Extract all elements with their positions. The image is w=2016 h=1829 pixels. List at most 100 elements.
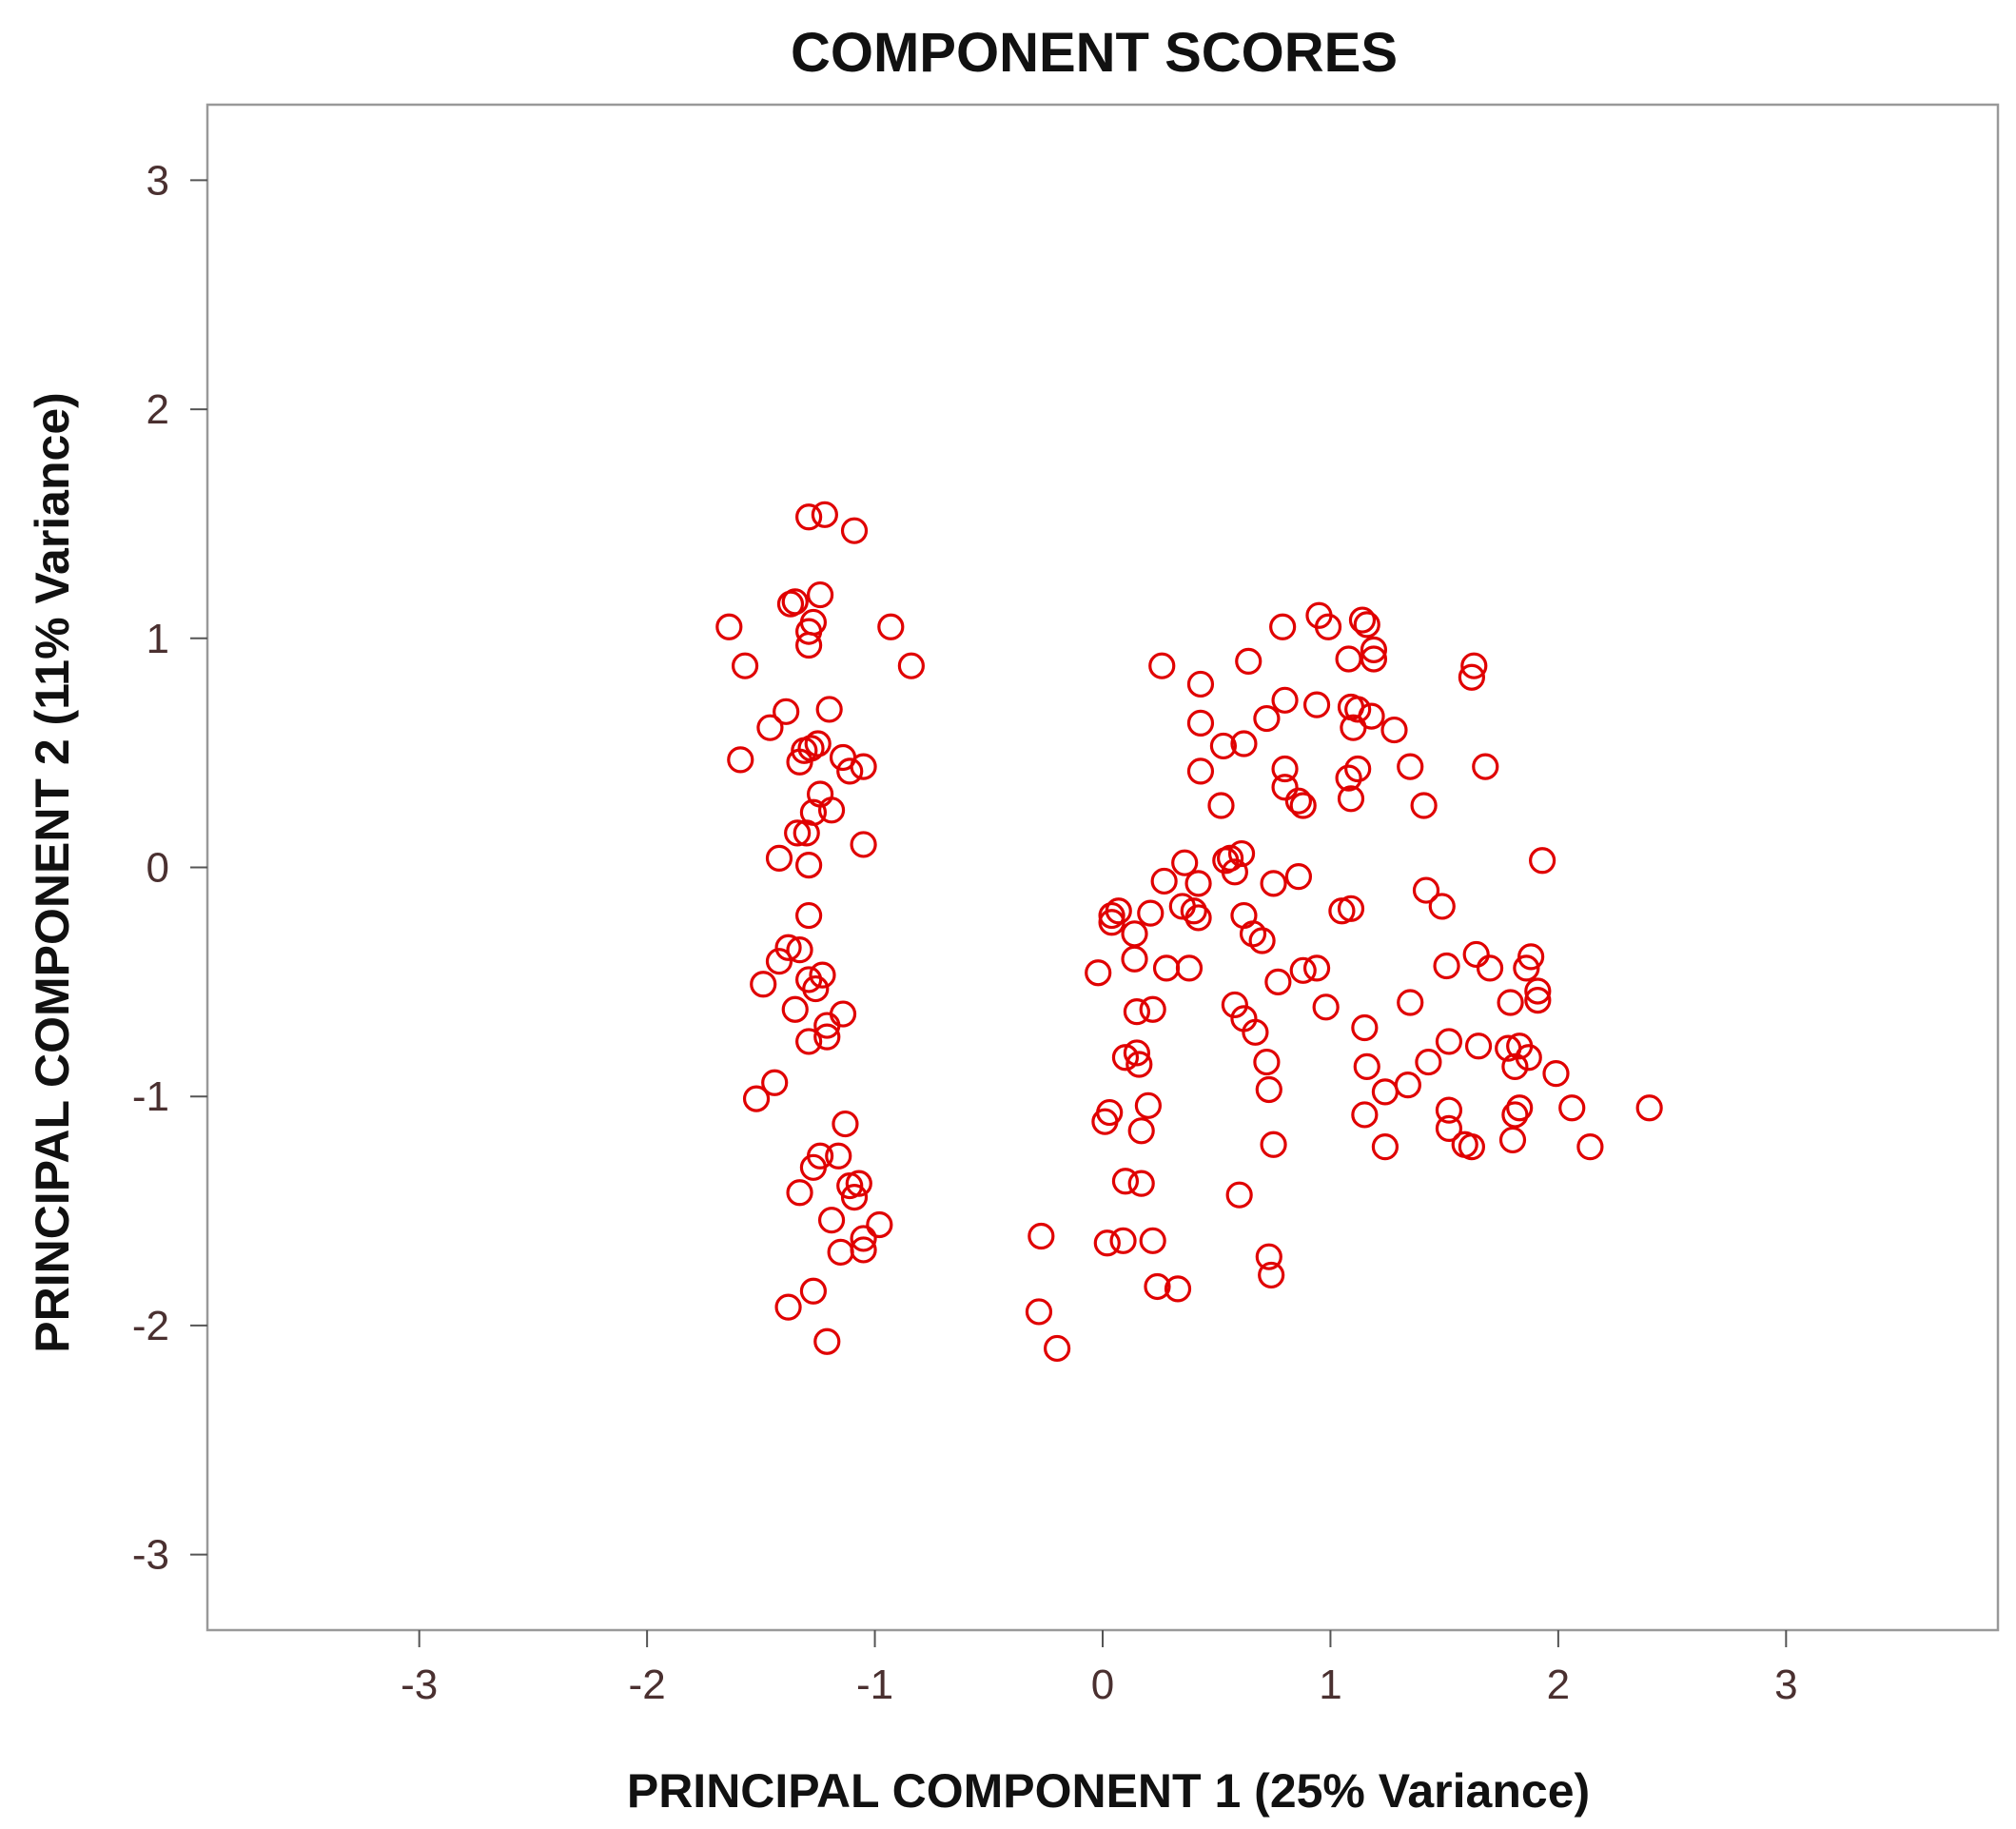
data-point	[827, 1238, 854, 1266]
data-point	[1258, 1261, 1285, 1289]
data-point	[1144, 1272, 1171, 1301]
data-point	[813, 1023, 841, 1051]
data-point	[1150, 867, 1178, 895]
data-point	[1139, 1227, 1166, 1254]
data-point	[776, 590, 805, 618]
data-point	[1098, 909, 1125, 936]
data-point	[1314, 613, 1342, 640]
data-point	[742, 1085, 771, 1112]
data-point	[1513, 954, 1540, 982]
data-point	[784, 819, 812, 847]
data-point	[1171, 849, 1199, 876]
data-point	[1312, 993, 1340, 1021]
data-point	[731, 652, 759, 679]
data-point	[1134, 1092, 1162, 1119]
data-point	[1121, 945, 1148, 973]
data-point	[1335, 764, 1362, 792]
data-point	[781, 995, 809, 1023]
data-point	[1351, 1101, 1379, 1129]
data-point	[793, 819, 820, 847]
data-point	[1186, 670, 1215, 698]
y-tick-label: -1	[132, 1073, 169, 1120]
data-point	[1542, 1060, 1570, 1088]
data-point	[1186, 757, 1215, 785]
data-point	[1344, 755, 1372, 783]
data-point	[773, 698, 800, 725]
data-point	[1289, 956, 1317, 984]
data-point	[1164, 1275, 1192, 1303]
data-point	[750, 971, 777, 998]
data-point	[1340, 714, 1367, 741]
data-point	[866, 1210, 893, 1239]
data-point	[1394, 1072, 1421, 1099]
x-tick-label: -2	[629, 1662, 666, 1708]
data-point	[1148, 652, 1176, 679]
data-point	[1255, 1075, 1282, 1104]
data-point	[1464, 1032, 1493, 1060]
data-point	[1524, 977, 1552, 1005]
data-point	[1093, 1229, 1121, 1257]
y-tick-label: 3	[147, 157, 169, 204]
x-axis-label: PRINCIPAL COMPONENT 1 (25% Variance)	[627, 1764, 1590, 1818]
data-point	[1515, 1044, 1542, 1072]
data-point	[1371, 1078, 1399, 1106]
data-point	[811, 501, 838, 528]
data-point	[1209, 732, 1238, 760]
y-tick-label: -3	[132, 1532, 169, 1579]
data-point	[1415, 1048, 1442, 1076]
data-point	[1235, 647, 1262, 675]
data-point	[1472, 753, 1499, 780]
data-point	[1180, 897, 1207, 925]
data-point	[850, 831, 877, 858]
data-point	[795, 901, 823, 930]
data-point	[1501, 1052, 1529, 1081]
data-point	[1216, 844, 1244, 872]
data-point	[786, 936, 813, 964]
data-point	[1524, 987, 1552, 1014]
data-point	[1152, 954, 1181, 982]
data-point	[1139, 995, 1166, 1023]
data-point	[727, 746, 754, 774]
data-point	[1044, 1334, 1071, 1363]
data-point	[1260, 870, 1287, 897]
data-point	[1337, 785, 1365, 813]
data-point	[1230, 730, 1258, 757]
data-point	[1248, 927, 1276, 954]
data-point	[1271, 755, 1299, 783]
data-point	[836, 757, 864, 785]
data-point	[1260, 1131, 1287, 1158]
data-point	[799, 608, 828, 637]
data-point	[1506, 1094, 1534, 1122]
data-point	[1253, 1048, 1281, 1076]
plot-frame	[206, 103, 2000, 1632]
y-axis: -3 -2 -1 0 1 2 3	[132, 157, 207, 1579]
data-point	[774, 934, 802, 961]
y-tick-label: 0	[147, 845, 169, 892]
x-axis: -3 -2 -1 0 1 2 3	[401, 1630, 1798, 1708]
data-point	[1225, 1181, 1253, 1209]
data-point	[1497, 989, 1524, 1016]
x-tick-label: -1	[856, 1662, 893, 1708]
data-point	[1302, 691, 1331, 718]
data-point	[1558, 1094, 1586, 1122]
y-tick-label: 2	[147, 386, 169, 433]
data-point	[850, 1225, 877, 1252]
chart-title: COMPONENT SCORES	[791, 22, 1398, 84]
y-tick-label: 1	[147, 616, 169, 662]
data-point	[1085, 959, 1112, 987]
data-point	[1348, 606, 1377, 634]
data-point	[1186, 709, 1215, 737]
data-point	[897, 652, 925, 679]
data-point	[1271, 774, 1299, 801]
data-point	[1371, 1133, 1399, 1161]
data-point	[1255, 1243, 1282, 1270]
data-point	[806, 580, 834, 609]
data-point	[1428, 893, 1456, 920]
data-point	[1517, 943, 1545, 971]
data-point	[1221, 858, 1248, 886]
data-point	[1123, 1039, 1151, 1067]
data-point	[1284, 787, 1313, 815]
data-point	[877, 613, 905, 640]
data-point	[832, 1110, 859, 1138]
